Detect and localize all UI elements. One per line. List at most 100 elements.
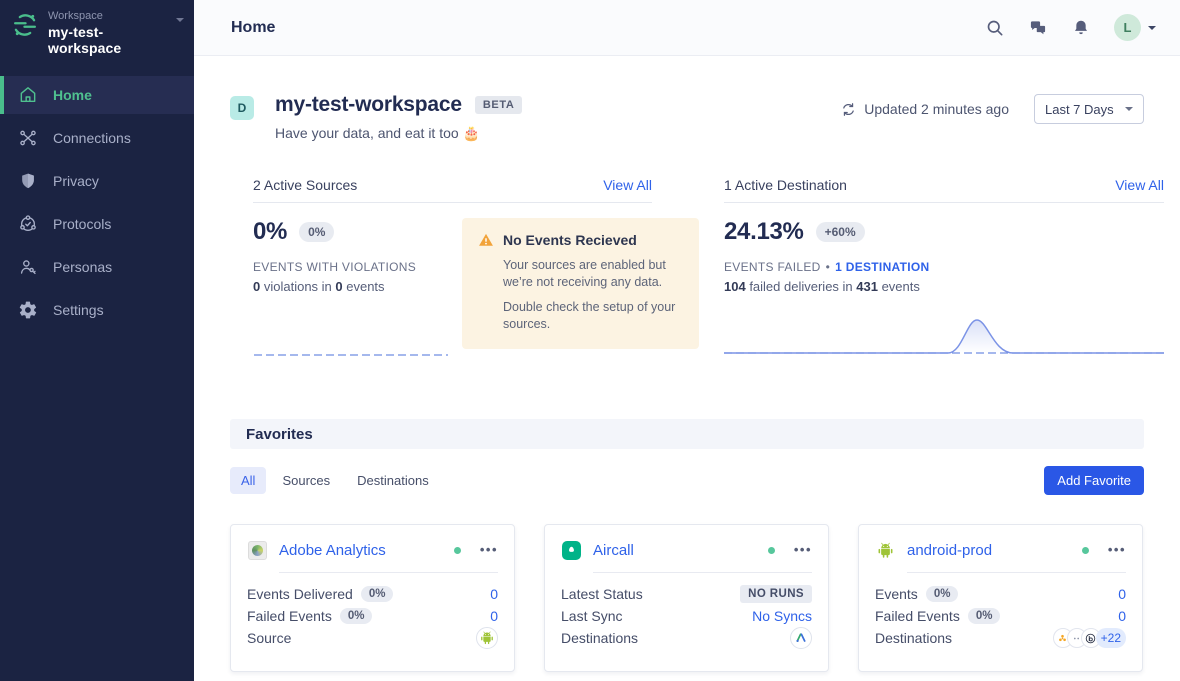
- warning-title: No Events Recieved: [503, 232, 637, 248]
- percent-badge: 0%: [967, 608, 1001, 624]
- more-menu-icon[interactable]: •••: [1107, 542, 1126, 557]
- workspace-label: Workspace: [48, 10, 103, 22]
- violations-value: 0%: [253, 218, 288, 245]
- row-value-link[interactable]: No Syncs: [752, 608, 812, 624]
- divider: [907, 572, 1126, 573]
- sidebar-item-settings[interactable]: Settings: [0, 291, 194, 329]
- sources-flat-sparkline: [254, 354, 448, 356]
- row-label: Last Sync: [561, 608, 623, 624]
- overview-titles: my-test-workspace BETA Have your data, a…: [275, 93, 523, 142]
- workspace-name: my-test-workspace: [48, 24, 122, 56]
- sidebar-item-label: Home: [53, 87, 92, 103]
- user-menu[interactable]: L: [1114, 14, 1156, 41]
- favorites-tabs: All Sources Destinations Add Favorite: [230, 466, 1144, 495]
- violations-delta-badge: 0%: [299, 222, 335, 242]
- sidebar-item-label: Privacy: [53, 173, 99, 189]
- gear-icon: [19, 301, 37, 319]
- date-range-select[interactable]: Last 7 Days: [1034, 94, 1144, 124]
- favorites-title: Favorites: [246, 425, 313, 443]
- card-title-link[interactable]: Adobe Analytics: [279, 541, 386, 559]
- bell-icon[interactable]: [1071, 18, 1091, 38]
- card-row: Failed Events 0% 0: [247, 605, 498, 627]
- card-row: Latest Status NO RUNS: [561, 583, 812, 605]
- chevron-down-icon: [176, 18, 184, 26]
- adwords-logo-icon[interactable]: [790, 627, 812, 649]
- overview-actions: Updated 2 minutes ago Last 7 Days: [841, 94, 1144, 124]
- row-value-link[interactable]: 0: [1118, 586, 1126, 602]
- more-menu-icon[interactable]: •••: [793, 542, 812, 557]
- status-dot-icon: [1081, 546, 1089, 554]
- chat-icon[interactable]: [1028, 18, 1048, 38]
- segment-logo-icon: [14, 14, 36, 36]
- chevron-down-icon: [1148, 25, 1156, 34]
- refresh-icon: [843, 102, 855, 116]
- failed-events-sparkline: [724, 319, 1164, 354]
- more-menu-icon[interactable]: •••: [479, 542, 498, 557]
- updated-text: Updated 2 minutes ago: [864, 101, 1009, 117]
- sidebar-item-label: Connections: [53, 130, 131, 146]
- destination-logos-cluster[interactable]: +22: [1052, 628, 1126, 648]
- failed-events-value: 24.13%: [724, 218, 804, 245]
- favorite-card-android-prod: android-prod ••• Events 0% 0 Failed Even…: [858, 524, 1143, 672]
- violations-detail: 0 violations in 0 events: [253, 279, 385, 294]
- destinations-view-all-link[interactable]: View All: [1115, 177, 1164, 193]
- row-label: Destinations: [875, 630, 953, 646]
- workspace-meta: Workspace my-test-workspace: [48, 10, 176, 56]
- row-value-link[interactable]: 0: [490, 586, 498, 602]
- android-logo-icon[interactable]: [476, 627, 498, 649]
- protocols-icon: [20, 215, 36, 231]
- add-favorite-button[interactable]: Add Favorite: [1044, 466, 1144, 495]
- card-row: Destinations: [875, 627, 1126, 649]
- row-label: Events: [875, 586, 918, 602]
- personas-icon: [20, 260, 36, 275]
- failed-events-detail: 104 failed deliveries in 431 events: [724, 279, 920, 294]
- aircall-logo-icon: [561, 540, 581, 560]
- sidebar-item-protocols[interactable]: Protocols: [0, 205, 194, 243]
- row-label: Failed Events: [247, 608, 332, 624]
- destination-count-link[interactable]: 1 DESTINATION: [835, 260, 930, 274]
- sidebar-item-personas[interactable]: Personas: [0, 248, 194, 286]
- percent-badge: 0%: [925, 586, 959, 602]
- refresh-control[interactable]: Updated 2 minutes ago: [841, 101, 1009, 117]
- android-logo-icon: [875, 540, 895, 560]
- chevron-down-icon: [1125, 107, 1133, 115]
- tab-destinations[interactable]: Destinations: [357, 473, 429, 488]
- tab-sources[interactable]: Sources: [282, 473, 331, 488]
- sources-panel: 2 Active Sources View All 0% 0% EVENTS W…: [253, 177, 699, 359]
- workspace-switcher[interactable]: Workspace my-test-workspace: [0, 0, 194, 68]
- card-title-link[interactable]: Aircall: [593, 541, 634, 559]
- workspace-subtitle: Have your data, and eat it too 🎂: [275, 125, 480, 141]
- sources-header: 2 Active Sources: [253, 177, 358, 193]
- card-title-link[interactable]: android-prod: [907, 541, 993, 559]
- row-label: Failed Events: [875, 608, 960, 624]
- row-value-link[interactable]: 0: [490, 608, 498, 624]
- card-row: Events 0% 0: [875, 583, 1126, 605]
- divider: [253, 202, 652, 203]
- connections-icon: [20, 130, 36, 146]
- sidebar-item-home[interactable]: Home: [0, 76, 194, 114]
- tab-all[interactable]: All: [230, 467, 267, 494]
- search-icon[interactable]: [985, 18, 1005, 38]
- percent-badge: 0%: [360, 586, 394, 602]
- row-value-link[interactable]: 0: [1118, 608, 1126, 624]
- sources-view-all-link[interactable]: View All: [603, 177, 652, 193]
- overview-header: D my-test-workspace BETA Have your data,…: [230, 93, 1144, 142]
- sidebar-item-connections[interactable]: Connections: [0, 119, 194, 157]
- card-row: Source: [247, 627, 498, 649]
- avatar[interactable]: L: [1114, 14, 1141, 41]
- violations-stat: 0% 0% EVENTS WITH VIOLATIONS 0 violation…: [253, 218, 462, 359]
- topbar-actions: L: [985, 14, 1156, 41]
- main-area: Home: [194, 0, 1180, 681]
- sidebar-item-privacy[interactable]: Privacy: [0, 162, 194, 200]
- content: D my-test-workspace BETA Have your data,…: [194, 56, 1180, 681]
- divider: [279, 572, 498, 573]
- destinations-header: 1 Active Destination: [724, 177, 847, 193]
- sidebar-item-label: Protocols: [53, 216, 112, 232]
- more-destinations-count[interactable]: +22: [1095, 628, 1126, 648]
- sidebar-item-label: Settings: [53, 302, 104, 318]
- card-row: Events Delivered 0% 0: [247, 583, 498, 605]
- row-label: Destinations: [561, 630, 639, 646]
- warning-body-1: Your sources are enabled but we’re not r…: [503, 258, 666, 289]
- failed-events-label: EVENTS FAILED • 1 DESTINATION: [724, 260, 930, 274]
- favorite-card-adobe-analytics: Adobe Analytics ••• Events Delivered 0% …: [230, 524, 515, 672]
